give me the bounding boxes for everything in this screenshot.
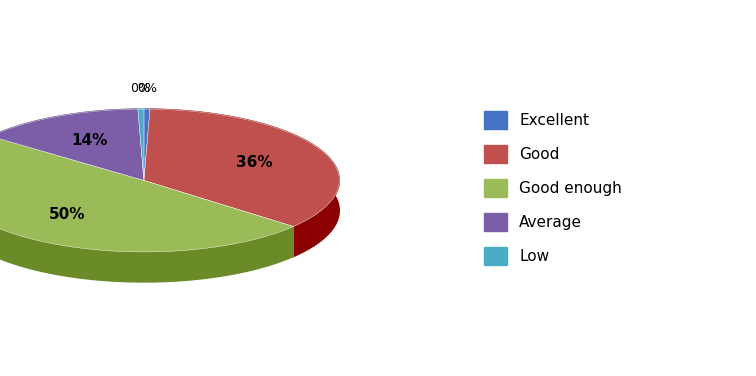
Text: 0%: 0%: [130, 82, 150, 95]
Text: 36%: 36%: [236, 155, 273, 170]
Legend: Excellent, Good, Good enough, Average, Low: Excellent, Good, Good enough, Average, L…: [478, 105, 628, 271]
Text: 0%: 0%: [138, 82, 157, 95]
Polygon shape: [0, 109, 144, 180]
Polygon shape: [144, 109, 150, 139]
Polygon shape: [150, 109, 339, 256]
Polygon shape: [144, 109, 150, 180]
Text: 50%: 50%: [49, 207, 85, 222]
Text: 14%: 14%: [71, 133, 107, 149]
Polygon shape: [144, 109, 339, 226]
Polygon shape: [0, 109, 138, 166]
Polygon shape: [138, 109, 144, 180]
Polygon shape: [0, 136, 293, 252]
Polygon shape: [138, 109, 144, 139]
Polygon shape: [0, 136, 293, 282]
